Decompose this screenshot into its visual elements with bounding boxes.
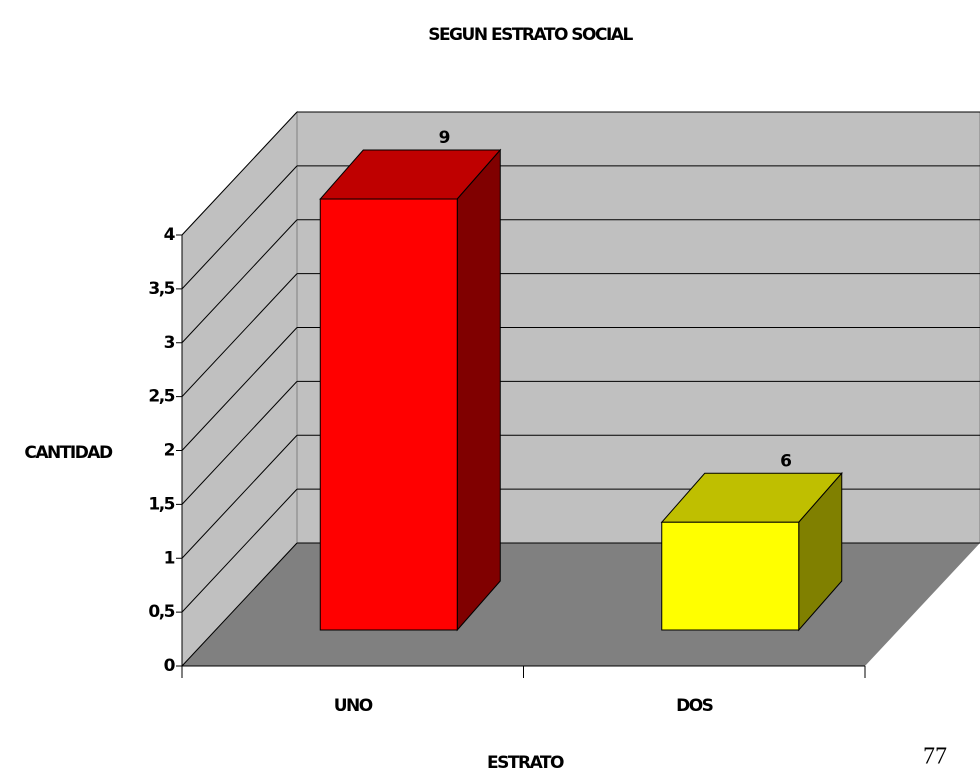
bar <box>319 198 458 631</box>
grid-line <box>181 273 298 397</box>
y-tick-label: 2,5 <box>148 387 174 407</box>
data-label: 9 <box>439 128 450 148</box>
y-axis-label: CANTIDAD <box>24 443 113 463</box>
floor <box>182 543 980 666</box>
grid-line <box>181 219 298 344</box>
grid-line <box>181 381 298 505</box>
y-tick-label: 3,5 <box>148 279 174 299</box>
grid-line <box>181 434 298 559</box>
y-tick-label: 0,5 <box>148 602 174 622</box>
x-tick-label: DOS <box>676 696 713 716</box>
data-label: 6 <box>780 451 791 471</box>
y-tick-label: 4 <box>164 225 176 245</box>
y-tick-label: 0 <box>164 656 176 676</box>
x-tick-label: UNO <box>334 696 373 716</box>
grid-line <box>181 327 298 451</box>
y-tick-label: 1 <box>164 548 175 568</box>
y-tick-label: 2 <box>164 441 175 461</box>
bar <box>661 521 800 631</box>
y-tick-label: 1,5 <box>148 494 174 514</box>
y-tick-label: 3 <box>164 333 175 353</box>
grid-line <box>181 165 298 290</box>
bar-side <box>456 148 501 632</box>
x-axis-label: ESTRATO <box>487 753 564 773</box>
page-number: 77 <box>923 744 947 770</box>
grid-line <box>181 542 298 667</box>
grid-line <box>181 488 298 613</box>
grid-line <box>181 111 298 236</box>
chart-title: SEGUN ESTRATO SOCIAL <box>428 25 633 45</box>
